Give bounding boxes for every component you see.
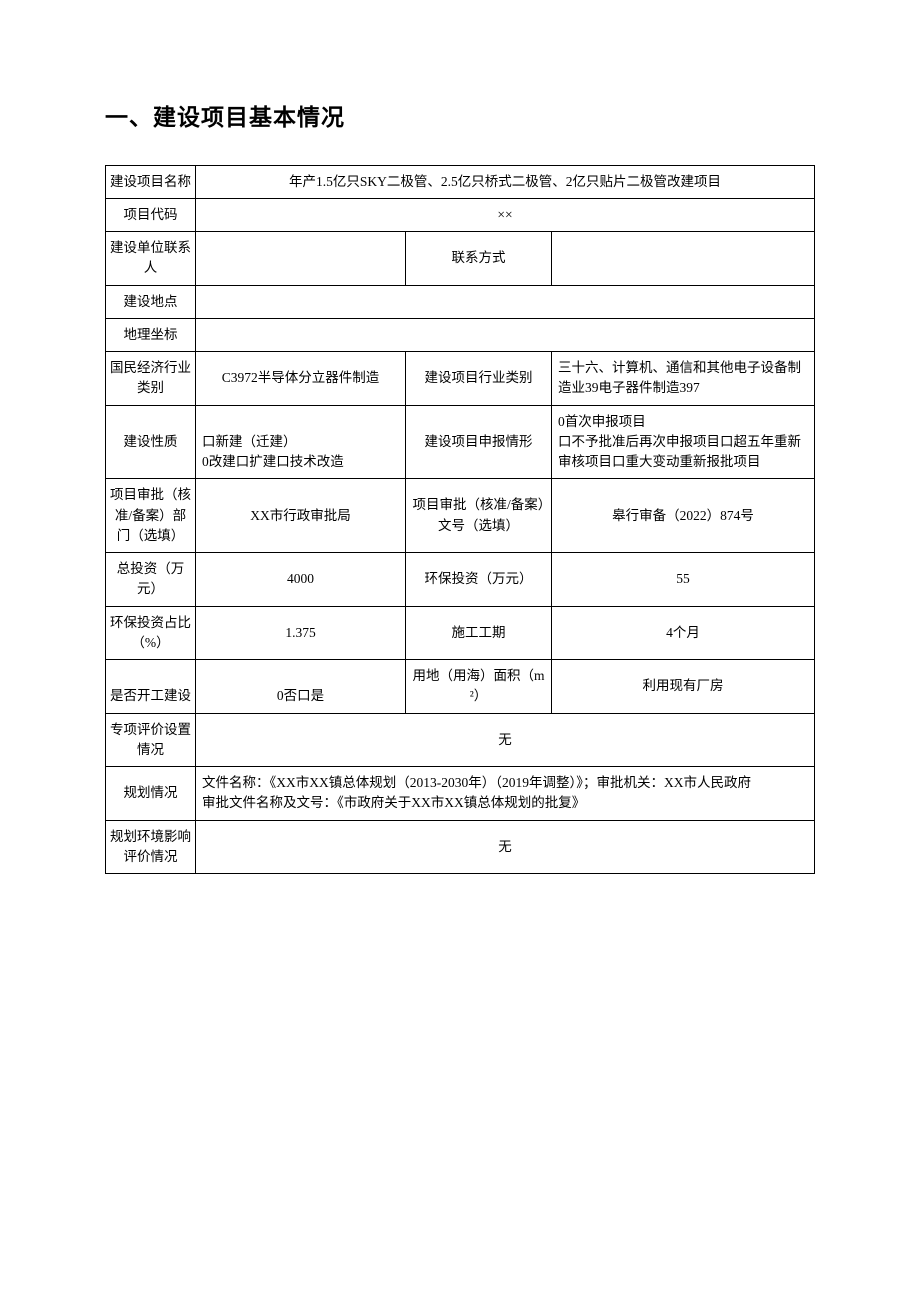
value-total-inv: 4000 [196, 553, 406, 607]
value-plan-env: 无 [196, 820, 815, 874]
table-row: 建设项目名称 年产1.5亿只SKY二极管、2.5亿只桥式二极管、2亿只贴片二极管… [106, 165, 815, 198]
table-row: 项目代码 ×× [106, 198, 815, 231]
value-project-industry: 三十六、计算机、通信和其他电子设备制造业39电子器件制造397 [552, 352, 815, 406]
value-project-name: 年产1.5亿只SKY二极管、2.5亿只桥式二极管、2亿只贴片二极管改建项目 [196, 165, 815, 198]
label-project-code: 项目代码 [106, 198, 196, 231]
label-env-inv: 环保投资（万元） [406, 553, 552, 607]
section-heading: 一、建设项目基本情况 [105, 100, 815, 135]
label-industry-cat: 国民经济行业类别 [106, 352, 196, 406]
value-location [196, 285, 815, 318]
value-period: 4个月 [552, 606, 815, 660]
label-plan: 规划情况 [106, 767, 196, 821]
label-special: 专项评价设置情况 [106, 713, 196, 767]
label-project-industry: 建设项目行业类别 [406, 352, 552, 406]
table-row: 总投资（万元） 4000 环保投资（万元） 55 [106, 553, 815, 607]
table-row: 国民经济行业类别 C3972半导体分立器件制造 建设项目行业类别 三十六、计算机… [106, 352, 815, 406]
label-location: 建设地点 [106, 285, 196, 318]
table-row: 地理坐标 [106, 318, 815, 351]
label-total-inv: 总投资（万元） [106, 553, 196, 607]
label-geo: 地理坐标 [106, 318, 196, 351]
label-land: 用地（用海）面积（m²） [406, 660, 552, 714]
value-geo [196, 318, 815, 351]
table-row: 专项评价设置情况 无 [106, 713, 815, 767]
value-contact-way [552, 232, 815, 286]
value-land: 利用现有厂房 [552, 660, 815, 714]
table-row: 规划环境影响评价情况 无 [106, 820, 815, 874]
table-row: 环保投资占比（%） 1.375 施工工期 4个月 [106, 606, 815, 660]
label-contact: 建设单位联系人 [106, 232, 196, 286]
value-env-ratio: 1.375 [196, 606, 406, 660]
project-info-table: 建设项目名称 年产1.5亿只SKY二极管、2.5亿只桥式二极管、2亿只贴片二极管… [105, 165, 815, 875]
label-declare: 建设项目申报情形 [406, 405, 552, 479]
label-plan-env: 规划环境影响评价情况 [106, 820, 196, 874]
table-row: 项目审批（核准/备案）部门（选填） XX市行政审批局 项目审批（核准/备案）文号… [106, 479, 815, 553]
label-started: 是否开工建设 [106, 660, 196, 714]
value-nature: 口新建（迁建） 0改建口扩建口技术改造 [196, 405, 406, 479]
table-row: 建设地点 [106, 285, 815, 318]
value-approval-dept: XX市行政审批局 [196, 479, 406, 553]
value-plan: 文件名称：《XX市XX镇总体规划（2013-2030年）（2019年调整）》；审… [196, 767, 815, 821]
value-industry-cat: C3972半导体分立器件制造 [196, 352, 406, 406]
value-approval-no: 皋行审备（2022）874号 [552, 479, 815, 553]
value-special: 无 [196, 713, 815, 767]
table-row: 建设性质 口新建（迁建） 0改建口扩建口技术改造 建设项目申报情形 0首次申报项… [106, 405, 815, 479]
label-project-name: 建设项目名称 [106, 165, 196, 198]
value-env-inv: 55 [552, 553, 815, 607]
label-approval-dept: 项目审批（核准/备案）部门（选填） [106, 479, 196, 553]
label-env-ratio: 环保投资占比（%） [106, 606, 196, 660]
table-row: 建设单位联系人 联系方式 [106, 232, 815, 286]
label-approval-no: 项目审批（核准/备案）文号（选填） [406, 479, 552, 553]
value-started: 0否口是 [196, 660, 406, 714]
label-contact-way: 联系方式 [406, 232, 552, 286]
table-row: 规划情况 文件名称：《XX市XX镇总体规划（2013-2030年）（2019年调… [106, 767, 815, 821]
label-period: 施工工期 [406, 606, 552, 660]
value-contact [196, 232, 406, 286]
label-nature: 建设性质 [106, 405, 196, 479]
value-project-code: ×× [196, 198, 815, 231]
table-row: 是否开工建设 0否口是 用地（用海）面积（m²） 利用现有厂房 [106, 660, 815, 714]
value-declare: 0首次申报项目 口不予批准后再次申报项目口超五年重新审核项目口重大变动重新报批项… [552, 405, 815, 479]
